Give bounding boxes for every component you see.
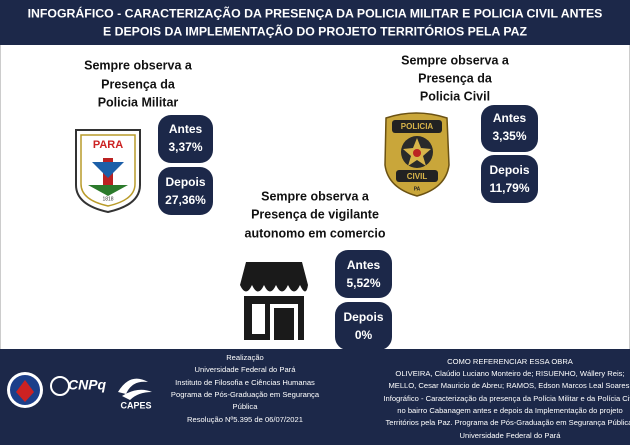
panel-title: Sempre observa a — [401, 53, 510, 67]
bubble-label: Depois — [165, 175, 205, 189]
reference-line: MELLO, Cesar Mauricio de Abreu; RAMOS, E… — [388, 381, 630, 390]
badge-text: PA — [414, 186, 421, 192]
bubble-label: Depois — [343, 310, 383, 324]
logo-text: CNPq — [68, 377, 107, 393]
panel-title: Sempre observa a — [84, 58, 193, 72]
reference-line: OLIVEIRA, Claúdio Luciano Monteiro de; R… — [395, 369, 624, 378]
bubble-label: Antes — [169, 122, 203, 136]
panel-title: Presença de vigilante — [251, 207, 379, 221]
bubble-value: 11,79% — [489, 181, 529, 195]
header-bar — [0, 0, 630, 45]
reference-line: COMO REFERENCIAR ESSA OBRA — [447, 357, 574, 366]
reference-line: Universidade Federal do Pará — [460, 431, 562, 440]
after-bubble — [481, 155, 538, 203]
credits-line: Realização — [226, 353, 264, 362]
bubble-label: Depois — [489, 163, 529, 177]
footer-bar — [0, 349, 630, 445]
credits-line: Pograma de Pós-Graduação em Segurança — [171, 390, 320, 399]
badge-text: CIVIL — [407, 172, 428, 181]
credits-line: Resolução Nº5.395 de 06/07/2021 — [187, 415, 303, 424]
pm-badge: PARA 1818 — [75, 129, 141, 214]
credits-line: Universidade Federal do Pará — [195, 365, 297, 374]
before-bubble — [158, 115, 213, 163]
reference-line: Infográfico - Caracterização da presença… — [383, 394, 630, 403]
bubble-value: 0% — [355, 328, 373, 342]
pc-badge: POLICIA CIVIL PA — [384, 112, 450, 197]
after-bubble — [335, 302, 392, 350]
bubble-value: 5,52% — [346, 276, 380, 290]
before-bubble — [335, 250, 392, 298]
after-bubble — [158, 167, 213, 215]
header-title: E DEPOIS DA IMPLEMENTAÇÃO DO PROJETO TER… — [103, 23, 528, 38]
panel-title: autonomo em comercio — [245, 226, 386, 240]
panel-title: Presença da — [101, 77, 176, 91]
bubble-value: 3,35% — [492, 129, 526, 143]
bubble-label: Antes — [493, 111, 527, 125]
panel-title: Policia Militar — [98, 95, 179, 109]
ufpa-logo — [7, 372, 43, 408]
bubble-value: 3,37% — [168, 140, 202, 154]
bubble-value: 27,36% — [165, 193, 206, 207]
badge-text: PARA — [93, 139, 123, 151]
badge-text: 1818 — [102, 196, 113, 202]
reference-line: no bairro Cabanagem antes e depois da Im… — [397, 406, 622, 415]
panel-title: Sempre observa a — [261, 189, 370, 203]
badge-text: POLICIA — [401, 122, 434, 131]
logo-text: CAPES — [120, 400, 151, 410]
cnpq-logo: CNPq — [50, 376, 107, 396]
shop-icon — [240, 262, 308, 340]
reference-line: Territórios pela Paz. Programa de Pós-Gr… — [385, 418, 630, 427]
capes-logo: CAPES — [118, 378, 152, 410]
before-bubble — [481, 105, 538, 152]
credits-line: Pública — [233, 402, 259, 411]
panel-title: Presença da — [418, 71, 493, 85]
bubble-label: Antes — [347, 258, 381, 272]
panel-title: Policia Civil — [420, 89, 490, 103]
header-title: INFOGRÁFICO - CARACTERIZAÇÃO DA PRESENÇA… — [28, 5, 603, 20]
credits-line: Instituto de Filosofia e Ciências Humana… — [175, 378, 315, 387]
